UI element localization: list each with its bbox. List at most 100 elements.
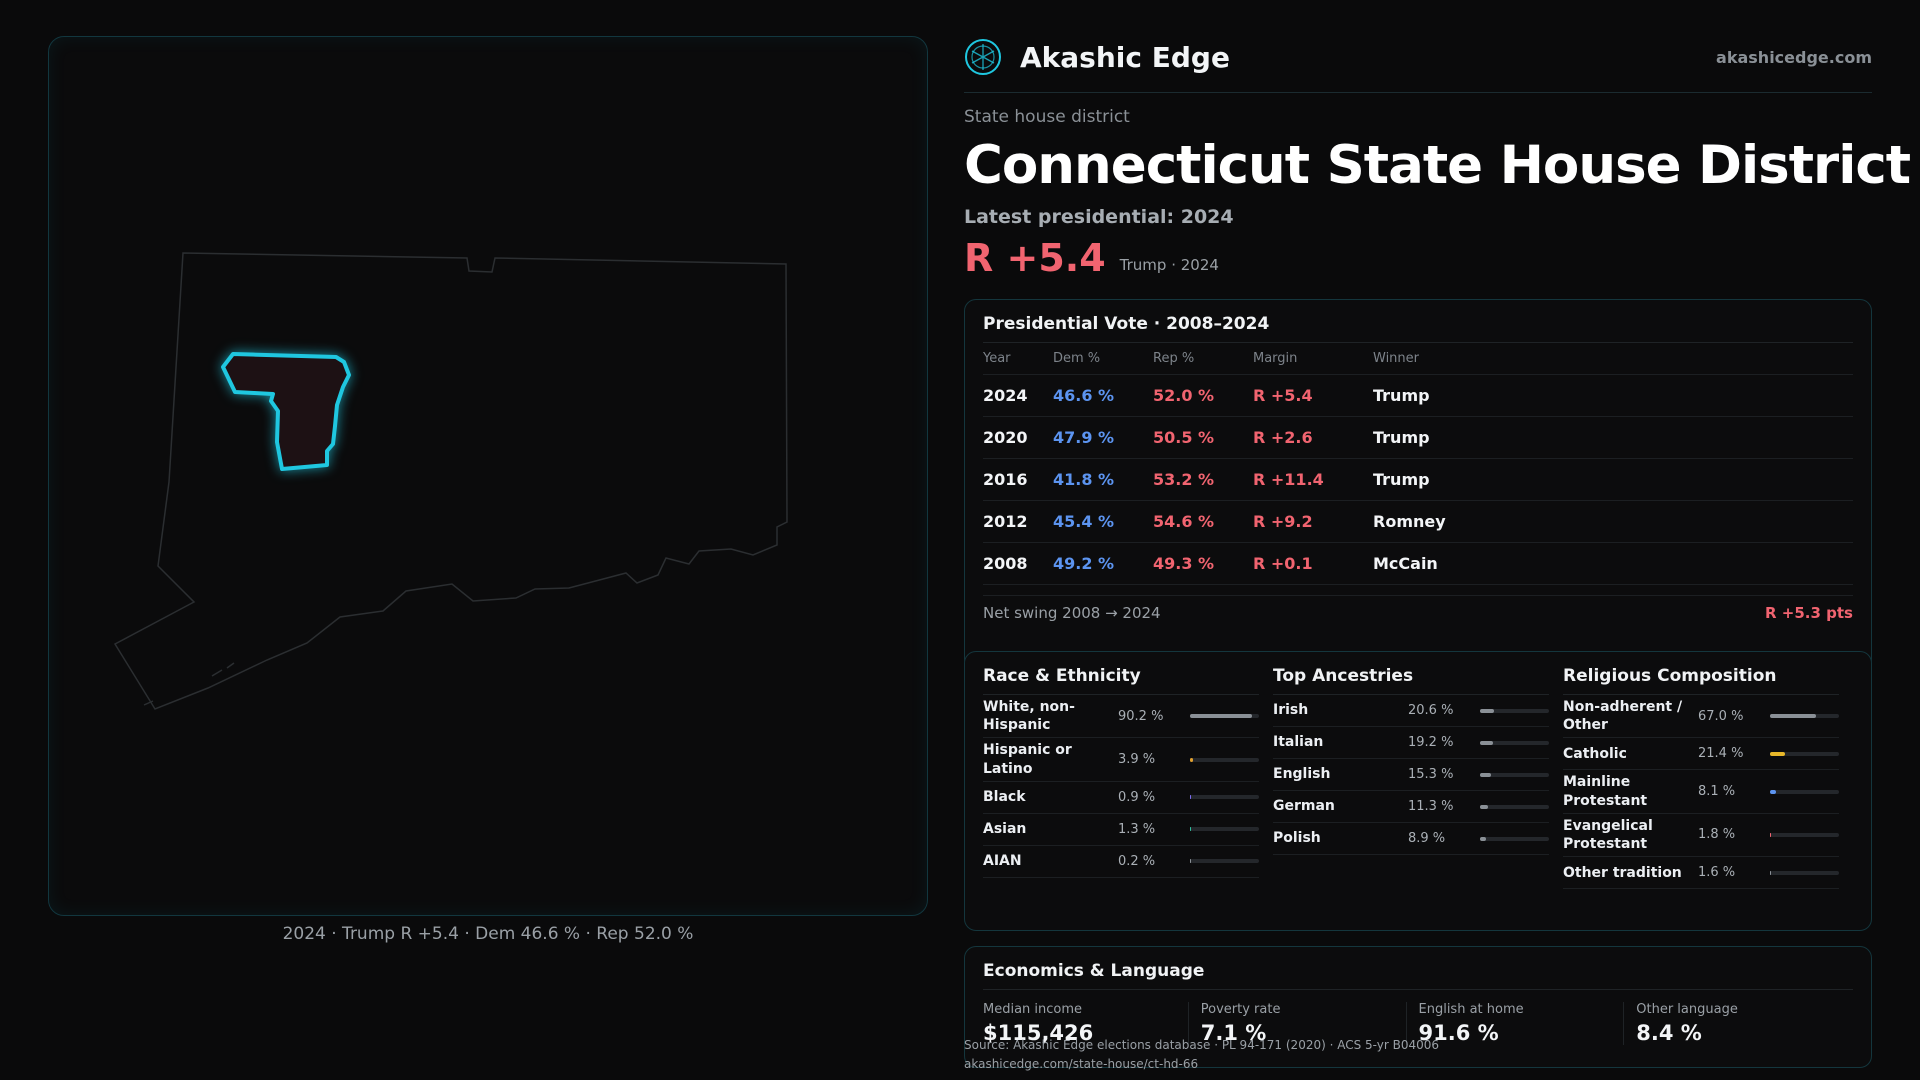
economics-stat: Poverty rate 7.1 % — [1201, 1002, 1407, 1045]
race-label: White, non-Hispanic — [983, 699, 1075, 734]
religion-row: Mainline Protestant 8.1 % — [1563, 770, 1839, 814]
row-winner: Trump — [1373, 428, 1430, 447]
race-bar-fill — [1190, 795, 1191, 800]
race-label: AIAN — [983, 853, 1022, 870]
row-margin: R +11.4 — [1253, 470, 1324, 489]
ancestry-bar-fill — [1480, 804, 1488, 809]
margin-subtitle: Trump · 2024 — [1119, 256, 1219, 274]
net-swing: Net swing 2008 → 2024 R +5.3 pts — [983, 595, 1853, 622]
race-row: White, non-Hispanic 90.2 % — [983, 695, 1259, 739]
margin-value: R +5.4 — [964, 236, 1106, 280]
religion-column: Religious Composition Non-adherent / Oth… — [1563, 666, 1853, 930]
ancestry-bar-fill — [1480, 740, 1494, 745]
race-bar-fill — [1190, 859, 1191, 864]
race-title: Race & Ethnicity — [983, 666, 1259, 695]
race-label: Asian — [983, 821, 1027, 838]
presidential-card-title: Presidential Vote · 2008–2024 — [983, 314, 1853, 343]
col-margin: Margin — [1253, 351, 1298, 366]
district-66-shape[interactable] — [221, 352, 351, 471]
demographics-card: Race & Ethnicity White, non-Hispanic 90.2… — [964, 651, 1872, 931]
presidential-vote-card: Presidential Vote · 2008–2024 Year Dem %… — [964, 299, 1872, 671]
ancestry-bar-track — [1480, 836, 1549, 841]
ancestry-label: English — [1273, 766, 1331, 783]
row-rep: 52.0 % — [1153, 386, 1215, 405]
net-swing-value: R +5.3 pts — [1765, 604, 1853, 622]
ancestry-value: 15.3 % — [1408, 767, 1454, 782]
state-outline — [113, 252, 788, 710]
ancestry-row: German 11.3 % — [1273, 791, 1549, 823]
religion-value: 1.8 % — [1698, 827, 1736, 843]
source-line: Source: Akashic Edge elections database … — [964, 1038, 1440, 1052]
map-panel[interactable] — [48, 36, 928, 916]
race-value: 1.3 % — [1118, 821, 1156, 837]
row-winner: McCain — [1373, 554, 1438, 573]
religion-title: Religious Composition — [1563, 666, 1839, 695]
ancestry-row: Polish 8.9 % — [1273, 823, 1549, 855]
stat-value: 8.4 % — [1636, 1021, 1702, 1045]
ancestry-row: Irish 20.6 % — [1273, 695, 1549, 727]
race-value: 90.2 % — [1118, 708, 1164, 724]
row-dem: 49.2 % — [1053, 554, 1115, 573]
ancestry-label: Italian — [1273, 734, 1324, 751]
row-dem: 41.8 % — [1053, 470, 1115, 489]
ancestry-bar-track — [1480, 804, 1549, 809]
race-row: Asian 1.3 % — [983, 814, 1259, 846]
state-map[interactable] — [49, 37, 929, 917]
economics-title: Economics & Language — [983, 961, 1853, 990]
row-rep: 49.3 % — [1153, 554, 1215, 573]
religion-label: Evangelical Protestant — [1563, 817, 1653, 852]
religion-value: 1.6 % — [1698, 865, 1736, 881]
row-winner: Trump — [1373, 470, 1430, 489]
race-bar-track — [1190, 827, 1259, 832]
header-divider — [964, 92, 1872, 93]
ancestry-value: 8.9 % — [1408, 831, 1446, 846]
religion-bar-track — [1770, 832, 1839, 837]
stat-label: Poverty rate — [1200, 1002, 1281, 1017]
ancestry-bar-fill — [1480, 772, 1491, 777]
stat-label: Other language — [1636, 1002, 1738, 1017]
stat-value: $115,426 — [983, 1021, 1094, 1045]
latest-presidential-label: Latest presidential: 2024 — [964, 206, 1234, 228]
religion-bar-fill — [1770, 714, 1817, 719]
ancestry-row: English 15.3 % — [1273, 759, 1549, 791]
ancestry-bar-track — [1480, 772, 1549, 777]
detail-column: Akashic Edge akashicedge.com State house… — [964, 34, 1920, 1071]
net-swing-label: Net swing 2008 → 2024 — [983, 604, 1161, 622]
row-year: 2008 — [983, 554, 1028, 573]
source-url[interactable]: akashicedge.com/state-house/ct-hd-66 — [964, 1057, 1199, 1072]
row-year: 2012 — [983, 512, 1028, 531]
ancestry-bar-track — [1480, 740, 1549, 745]
religion-label: Mainline Protestant — [1563, 774, 1648, 809]
ancestry-row: Italian 19.2 % — [1273, 727, 1549, 759]
religion-bar-track — [1770, 870, 1839, 875]
race-value: 0.2 % — [1118, 853, 1156, 869]
race-label: Black — [983, 789, 1026, 806]
ancestry-label: German — [1273, 798, 1335, 815]
row-year: 2020 — [983, 428, 1028, 447]
race-row: Black 0.9 % — [983, 782, 1259, 814]
table-row: 2016 41.8 % 53.2 % R +11.4 Trump — [983, 459, 1853, 501]
race-row: AIAN 0.2 % — [983, 846, 1259, 878]
ancestry-column: Top Ancestries Irish 20.6 % Italian 19.2 % E… — [1273, 666, 1563, 930]
religion-label: Non-adherent / Other — [1563, 699, 1683, 734]
row-winner: Romney — [1373, 512, 1446, 531]
race-bar-fill — [1190, 714, 1253, 719]
race-column: Race & Ethnicity White, non-Hispanic 90.2… — [983, 666, 1273, 930]
religion-value: 8.1 % — [1698, 784, 1736, 800]
race-bar-track — [1190, 757, 1259, 762]
religion-value: 67.0 % — [1698, 708, 1744, 724]
row-margin: R +0.1 — [1253, 554, 1313, 573]
row-winner: Trump — [1373, 386, 1430, 405]
race-bar-fill — [1190, 827, 1191, 832]
brand-url[interactable]: akashicedge.com — [1716, 47, 1872, 67]
economics-stat: Other language 8.4 % — [1636, 1002, 1841, 1045]
row-year: 2024 — [983, 386, 1028, 405]
row-rep: 54.6 % — [1153, 512, 1215, 531]
ancestry-bar-fill — [1480, 836, 1487, 841]
economics-stat: English at home 91.6 % — [1419, 1002, 1625, 1045]
row-rep: 50.5 % — [1153, 428, 1215, 447]
margin-summary: R +5.4 Trump · 2024 — [964, 236, 1872, 280]
col-year: Year — [983, 351, 1011, 366]
religion-row: Evangelical Protestant 1.8 % — [1563, 814, 1839, 858]
ancestry-value: 20.6 % — [1408, 703, 1454, 718]
